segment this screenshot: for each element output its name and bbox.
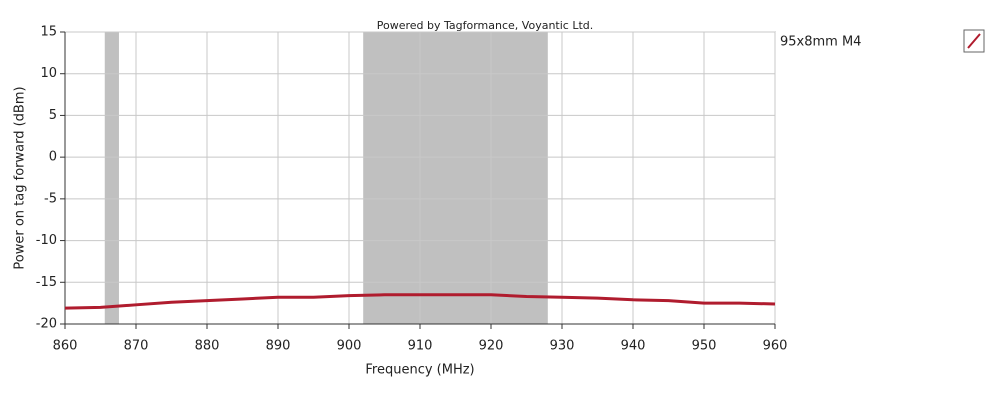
y-tick-label: 15 (40, 25, 57, 40)
y-tick-label: -20 (36, 317, 57, 332)
x-axis-label: Frequency (MHz) (365, 363, 474, 378)
y-tick-label: -5 (44, 191, 57, 206)
x-tick-label: 960 (763, 339, 788, 354)
legend-icon (967, 33, 981, 49)
x-tick-label: 910 (408, 339, 433, 354)
x-tick-label: 890 (266, 339, 291, 354)
y-tick-label: 10 (40, 66, 57, 81)
y-tick-label: 5 (49, 108, 57, 123)
x-tick-label: 940 (621, 339, 646, 354)
y-tick-label: -15 (36, 275, 57, 290)
x-tick-label: 900 (337, 339, 362, 354)
x-tick-label: 860 (53, 339, 78, 354)
y-axis-label: Power on tag forward (dBm) (13, 86, 28, 269)
y-tick-label: 0 (49, 150, 57, 165)
shaded-band (363, 32, 548, 324)
shaded-band (104, 32, 119, 324)
data-line (64, 293, 776, 310)
x-tick-label: 950 (692, 339, 717, 354)
x-tick-label: 880 (195, 339, 220, 354)
legend-label: 95x8mm M4 (780, 35, 861, 50)
y-tick-label: -10 (36, 233, 57, 248)
x-tick-label: 930 (550, 339, 575, 354)
annotation: Powered by Tagformance, Voyantic Ltd. (377, 19, 594, 32)
x-tick-label: 920 (479, 339, 504, 354)
x-tick-label: 870 (124, 339, 149, 354)
